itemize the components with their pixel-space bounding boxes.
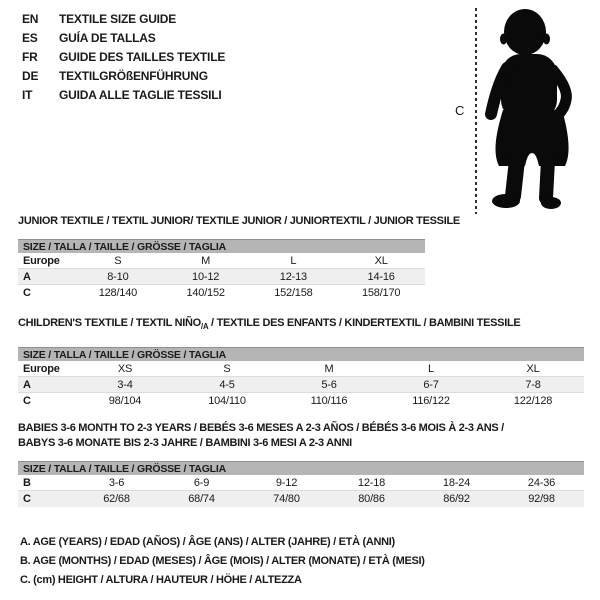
table-cell: 14-16: [367, 271, 395, 283]
table-cell: 122/128: [513, 395, 553, 407]
language-code: ES: [22, 31, 38, 45]
table-row: C 62/68 68/74 74/80 80/86 86/92 92/98: [18, 491, 584, 507]
table-cell: 140/152: [186, 287, 225, 299]
language-title: GUÍA DE TALLAS: [59, 31, 156, 45]
table-cell: S: [223, 363, 231, 375]
row-label: A: [23, 379, 31, 391]
language-row: IT GUIDA ALLE TAGLIE TESSILI: [22, 85, 225, 104]
language-code: IT: [22, 88, 33, 102]
table-header-bar: SIZE / TALLA / TAILLE / GRÖSSE / TAGLIA: [18, 239, 425, 253]
language-row: ES GUÍA DE TALLAS: [22, 28, 225, 47]
babies-size-table: SIZE / TALLA / TAILLE / GRÖSSE / TAGLIA B…: [18, 461, 584, 507]
table-cell: 5-6: [321, 379, 337, 391]
table-cell: M: [201, 255, 211, 267]
toddler-silhouette-icon: [485, 9, 572, 209]
table-cell: 18-24: [442, 477, 471, 489]
language-row: EN TEXTILE SIZE GUIDE: [22, 9, 225, 28]
table-cell: 9-12: [275, 477, 298, 489]
table-row: C 98/104 104/110 110/116 116/122 122/128: [18, 393, 584, 409]
table-cell: 62/68: [103, 493, 130, 505]
language-row: FR GUIDE DES TAILLES TEXTILE: [22, 47, 225, 66]
table-cell: 12-13: [279, 271, 307, 283]
table-row: B 3-6 6-9 9-12 12-18 18-24 24-36: [18, 475, 584, 491]
table-cell: 12-18: [357, 477, 386, 489]
table-cell: L: [428, 363, 434, 375]
table-cell: 128/140: [98, 287, 138, 299]
language-code: EN: [22, 12, 39, 26]
table-cell: S: [114, 255, 122, 267]
table-cell: 3-6: [108, 477, 125, 489]
language-title: TEXTILGRÖßENFÜHRUNG: [59, 69, 208, 83]
table-cell: XL: [526, 363, 540, 375]
babies-title-line2: BABYS 3-6 MONATE BIS 2-3 JAHRE / BAMBINI…: [18, 437, 352, 449]
table-cell: 104/110: [208, 395, 246, 407]
language-title: GUIDE DES TAILLES TEXTILE: [59, 50, 226, 64]
footnote-b: B. AGE (MONTHS) / EDAD (MESES) / ÂGE (MO…: [20, 555, 425, 567]
row-label: Europe: [23, 363, 60, 375]
table-cell: 10-12: [192, 271, 220, 283]
language-list: EN TEXTILE SIZE GUIDE ES GUÍA DE TALLAS FR…: [22, 9, 225, 104]
table-cell: 6-9: [193, 477, 210, 489]
footnotes: A. AGE (YEARS) / EDAD (AÑOS) / ÂGE (ANS)…: [20, 533, 425, 590]
table-cell: 152/158: [274, 287, 313, 299]
row-label: Europe: [23, 255, 60, 267]
table-cell: 4-5: [219, 379, 235, 391]
table-cell: XL: [374, 255, 388, 267]
height-measure-label: C: [455, 103, 465, 118]
table-header-bar: SIZE / TALLA / TAILLE / GRÖSSE / TAGLIA: [18, 461, 584, 475]
children-size-table: SIZE / TALLA / TAILLE / GRÖSSE / TAGLIA E…: [18, 347, 584, 409]
table-cell: 74/80: [273, 493, 300, 505]
babies-title-line1: BABIES 3-6 MONTH TO 2-3 YEARS / BEBÉS 3-…: [18, 422, 504, 434]
table-cell: 24-36: [527, 477, 556, 489]
table-cell: 7-8: [525, 379, 541, 391]
table-cell: 92/98: [528, 493, 555, 505]
language-code: FR: [22, 50, 38, 64]
height-dotted-line: [475, 8, 477, 214]
table-row: A 8-10 10-12 12-13 14-16: [18, 269, 425, 285]
table-cell: XS: [117, 363, 133, 375]
row-label: B: [23, 477, 31, 489]
table-cell: 116/122: [412, 395, 450, 407]
footnote-a: A. AGE (YEARS) / EDAD (AÑOS) / ÂGE (ANS)…: [20, 536, 395, 548]
table-cell: 3-4: [117, 379, 133, 391]
row-label: A: [23, 271, 31, 283]
babies-section-title: BABIES 3-6 MONTH TO 2-3 YEARS / BEBÉS 3-…: [18, 421, 504, 451]
table-row: Europe XS S M L XL: [18, 361, 584, 377]
table-cell: 6-7: [423, 379, 439, 391]
row-label: C: [23, 395, 31, 407]
table-row: Europe S M L XL: [18, 253, 425, 269]
table-cell: 110/116: [310, 395, 348, 407]
row-label: C: [23, 287, 31, 299]
table-cell: 86/92: [443, 493, 470, 505]
table-cell: 158/170: [361, 287, 401, 299]
table-cell: M: [324, 363, 334, 375]
table-row: A 3-4 4-5 5-6 6-7 7-8: [18, 377, 584, 393]
language-row: DE TEXTILGRÖßENFÜHRUNG: [22, 66, 225, 85]
row-label: C: [23, 493, 31, 505]
children-section-title: CHILDREN'S TEXTILE / TEXTIL NIÑO/A / TEX…: [18, 317, 521, 332]
table-cell: L: [290, 255, 297, 267]
baby-figure: C: [445, 0, 600, 218]
language-title: TEXTILE SIZE GUIDE: [59, 12, 177, 26]
table-cell: 80/86: [358, 493, 385, 505]
footnote-c: C. (cm) HEIGHT / ALTURA / HAUTEUR / HÖHE…: [20, 574, 302, 586]
junior-section-title: JUNIOR TEXTILE / TEXTIL JUNIOR/ TEXTILE …: [18, 215, 460, 227]
table-row: C 128/140 140/152 152/158 158/170: [18, 285, 425, 301]
children-title-subscript: /A: [200, 322, 209, 332]
table-cell: 68/74: [188, 493, 215, 505]
language-code: DE: [22, 69, 39, 83]
children-title-prefix: CHILDREN'S TEXTILE / TEXTIL NIÑO: [18, 317, 201, 329]
children-title-suffix: / TEXTILE DES ENFANTS / KINDERTEXTIL / B…: [208, 317, 521, 329]
language-title: GUIDA ALLE TAGLIE TESSILI: [59, 88, 222, 102]
junior-size-table: SIZE / TALLA / TAILLE / GRÖSSE / TAGLIA E…: [18, 239, 425, 301]
table-cell: 8-10: [107, 271, 129, 283]
table-cell: 98/104: [108, 395, 142, 407]
table-header-bar: SIZE / TALLA / TAILLE / GRÖSSE / TAGLIA: [18, 347, 584, 361]
